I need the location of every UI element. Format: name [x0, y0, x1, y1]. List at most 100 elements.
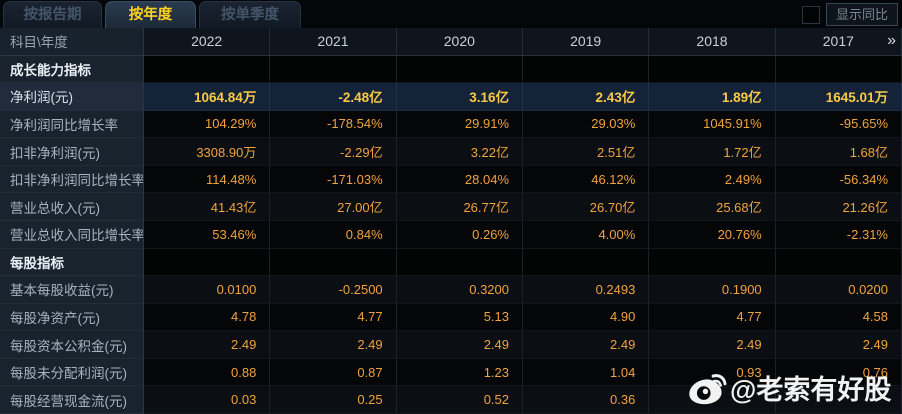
value-cell: 27.00亿 [270, 193, 397, 221]
value-cell: 41.43亿 [144, 193, 271, 221]
value-cell: 4.77 [270, 303, 397, 332]
value-cell: 2.49 [144, 331, 271, 359]
year-label: 2019 [570, 33, 602, 50]
value-cell: 1045.91% [649, 110, 776, 139]
value-cell: 2.51亿 [523, 138, 650, 166]
value-cell: -178.54% [270, 110, 397, 139]
year-label: 2017 [822, 33, 854, 50]
period-tab-bar: 按报告期 按年度 按单季度 显示同比 [0, 0, 902, 28]
value-cell: 0.36 [523, 386, 650, 414]
value-cell: 1.23 [396, 358, 523, 387]
column-header-2018: 2018 [649, 28, 776, 56]
value-cell: -2.29亿 [270, 138, 397, 166]
value-cell: 53.46% [144, 220, 271, 249]
value-cell [775, 386, 902, 414]
value-cell: 26.77亿 [396, 193, 523, 221]
row-label: 每股净资产(元) [0, 303, 144, 332]
row-label: 每股资本公积金(元) [0, 331, 144, 359]
year-label: 2018 [696, 33, 728, 50]
value-cell: 2.49 [523, 331, 650, 359]
column-header-2020: 2020 [396, 28, 523, 56]
value-cell: 21.26亿 [775, 193, 902, 221]
row-label: 扣非净利润同比增长率 [0, 165, 144, 194]
column-header-2017: 2017 » [775, 28, 902, 56]
section-spacer-cell [396, 248, 523, 277]
value-cell: -56.34% [775, 165, 902, 194]
more-columns-icon[interactable]: » [887, 32, 896, 50]
value-cell: -2.48亿 [270, 83, 397, 111]
value-cell: -0.2500 [270, 276, 397, 304]
value-cell: 0.1900 [649, 276, 776, 304]
value-cell: 3.16亿 [396, 83, 523, 111]
value-cell: 1.04 [523, 358, 650, 387]
value-cell: 0.3200 [396, 276, 523, 304]
value-cell: 29.03% [523, 110, 650, 139]
value-cell: 1064.84万 [144, 83, 271, 111]
value-cell: 2.43亿 [523, 83, 650, 111]
section-spacer-cell [396, 55, 523, 84]
table-corner-label: 科目\年度 [0, 28, 144, 56]
show-yoy-button[interactable]: 显示同比 [825, 3, 898, 26]
value-cell: 4.77 [649, 303, 776, 332]
value-cell: 5.13 [396, 303, 523, 332]
value-cell: 0.52 [396, 386, 523, 414]
value-cell: 2.49 [649, 331, 776, 359]
row-label: 基本每股收益(元) [0, 276, 144, 304]
value-cell: 0.88 [144, 358, 271, 387]
row-label: 营业总收入同比增长率 [0, 220, 144, 249]
value-cell: 4.58 [775, 303, 902, 332]
value-cell: 20.76% [649, 220, 776, 249]
weibo-icon [689, 373, 727, 404]
value-cell: 3.22亿 [396, 138, 523, 166]
value-cell: 28.04% [396, 165, 523, 194]
show-yoy-checkbox[interactable] [801, 5, 820, 24]
row-label: 营业总收入(元) [0, 193, 144, 221]
value-cell: 114.48% [144, 165, 271, 194]
value-cell: 1645.01万 [775, 83, 902, 111]
year-label: 2022 [191, 33, 223, 50]
section-spacer-cell [649, 55, 776, 84]
value-cell: 0.0200 [775, 276, 902, 304]
section-spacer-cell [775, 248, 902, 277]
value-cell: 3308.90万 [144, 138, 271, 166]
section-spacer-cell [523, 55, 650, 84]
financial-indicators-table: 科目\年度 2022 2021 2020 2019 2018 2017 » 成长能力指标 净利润(… [0, 28, 902, 414]
value-cell: -171.03% [270, 165, 397, 194]
value-cell: 0.2493 [523, 276, 650, 304]
value-cell: 0.84% [270, 220, 397, 249]
row-label: 成长能力指标 [0, 55, 144, 84]
tab-by-year[interactable]: 按年度 [105, 1, 196, 28]
row-label: 每股经营现金流(元) [0, 386, 144, 414]
value-cell: 1.89亿 [649, 83, 776, 111]
value-cell: 46.12% [523, 165, 650, 194]
row-label: 净利润(元) [0, 83, 144, 111]
section-spacer-cell [270, 55, 397, 84]
value-cell: 4.90 [523, 303, 650, 332]
value-cell: 26.70亿 [523, 193, 650, 221]
tab-by-single-quarter[interactable]: 按单季度 [199, 1, 301, 28]
value-cell: 2.49 [775, 331, 902, 359]
section-spacer-cell [144, 248, 271, 277]
value-cell: -95.65% [775, 110, 902, 139]
year-label: 2021 [317, 33, 349, 50]
section-spacer-cell [270, 248, 397, 277]
value-cell: 0.0100 [144, 276, 271, 304]
column-header-2021: 2021 [270, 28, 397, 56]
value-cell: 0.76 [775, 358, 902, 387]
show-yoy-control: 显示同比 [801, 3, 898, 26]
value-cell: 2.49 [270, 331, 397, 359]
value-cell: 0.87 [270, 358, 397, 387]
section-spacer-cell [649, 248, 776, 277]
tab-by-report-period[interactable]: 按报告期 [3, 1, 102, 28]
column-header-2022: 2022 [144, 28, 271, 56]
section-spacer-cell [144, 55, 271, 84]
value-cell: 104.29% [144, 110, 271, 139]
value-cell: 25.68亿 [649, 193, 776, 221]
column-header-2019: 2019 [523, 28, 650, 56]
value-cell: 4.78 [144, 303, 271, 332]
section-spacer-cell [523, 248, 650, 277]
value-cell: 29.91% [396, 110, 523, 139]
value-cell: 0.25 [270, 386, 397, 414]
row-label: 净利润同比增长率 [0, 110, 144, 139]
